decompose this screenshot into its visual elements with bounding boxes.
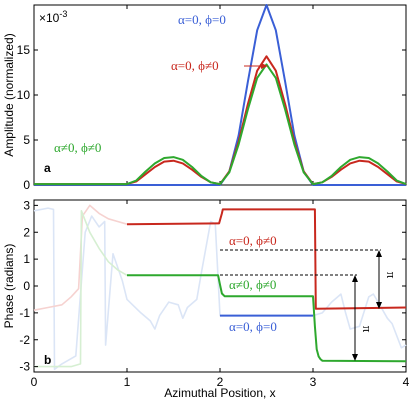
pi-label-lower: π (360, 326, 375, 333)
panel-b-x-tick-label: 0 (31, 375, 38, 389)
panel-a-axes-box (33, 4, 407, 186)
annotation-a-red: α=0, ϕ≠0 (171, 58, 219, 73)
panel-a-y-tick-label: 5 (23, 133, 30, 147)
panel-b-series (126, 208, 407, 363)
annotation-b-red: α=0, ϕ≠0 (229, 233, 277, 248)
pi-arrow-upper-head-bottom (376, 302, 382, 309)
panel-a-y-tick-label: 15 (17, 43, 31, 57)
panel-b-x-axis-label: Azimuthal Position, x (164, 386, 275, 400)
annotation-a-green: α≠0, ϕ≠0 (54, 140, 101, 155)
panel-b-x-tick-label: 1 (124, 375, 131, 389)
panel-b-x-tick-label: 2 (217, 375, 224, 389)
annotation-a-blue: α=0, ϕ=0 (178, 12, 226, 27)
annotation-b-green: α≠0, ϕ≠0 (229, 277, 276, 292)
panel-a-series-alpha-ne-0-phi-ne-0 (34, 63, 407, 186)
panel-b-background-trace (33, 204, 128, 311)
panel-a-label: a (44, 161, 51, 175)
panel-a-y-tick-label: 10 (17, 88, 31, 102)
panel-b-y-tick-label: 2 (23, 225, 30, 239)
panel-b-y-tick-label: -3 (19, 360, 30, 374)
panel-b-y-axis-label: Phase (radians) (2, 244, 16, 329)
annotation-a-red-arrowhead (261, 63, 268, 69)
panel-a-y-tick-label: 0 (23, 178, 30, 192)
panel-b-y-tick-label: 3 (23, 198, 30, 212)
panel-b-label: b (44, 353, 51, 367)
panel-b-x-tick-label: 3 (310, 375, 317, 389)
panel-b-y-tick-label: -1 (19, 306, 30, 320)
panel-b-series-alpha-ne-0-phi-ne-0 (127, 274, 407, 363)
panel-b-x-tick-label: 4 (403, 375, 410, 389)
pi-arrow-lower-head-bottom (352, 354, 358, 361)
panel-b-y-tick-label: -2 (19, 333, 30, 347)
panel-a-y-axis-label: Amplitude (normalized) (2, 33, 16, 156)
panel-b: -3 -2 -1 0 1 2 3 0 1 2 3 4 π π α=0, ϕ≠0 α≠0, ϕ≠0 α… (2, 198, 410, 400)
annotation-b-blue: α=0, ϕ=0 (229, 319, 277, 334)
panel-b-x-ticks: 0 1 2 3 4 (31, 200, 410, 389)
panel-b-y-tick-label: 0 (23, 279, 30, 293)
panel-a-exponent-label: ×10-3 (39, 9, 67, 25)
panel-b-background-trace (34, 210, 128, 368)
panel-b-y-tick-label: 1 (23, 252, 30, 266)
panel-b-background-traces (33, 204, 407, 371)
panel-a: 0 5 10 15 ×10-3 a Amplitude (normalized) α=… (2, 4, 407, 192)
panel-b-background-trace (33, 207, 407, 371)
pi-arrow-upper-head-top (376, 250, 382, 257)
pi-arrow-lower-head-top (352, 275, 358, 282)
panel-b-y-ticks: -3 -2 -1 0 1 2 3 (19, 198, 406, 374)
pi-label-upper: π (384, 272, 399, 279)
panel-a-y-ticks: 0 5 10 15 (17, 5, 406, 192)
panel-b-series-alpha-eq-0-phi-ne-0 (126, 208, 407, 310)
